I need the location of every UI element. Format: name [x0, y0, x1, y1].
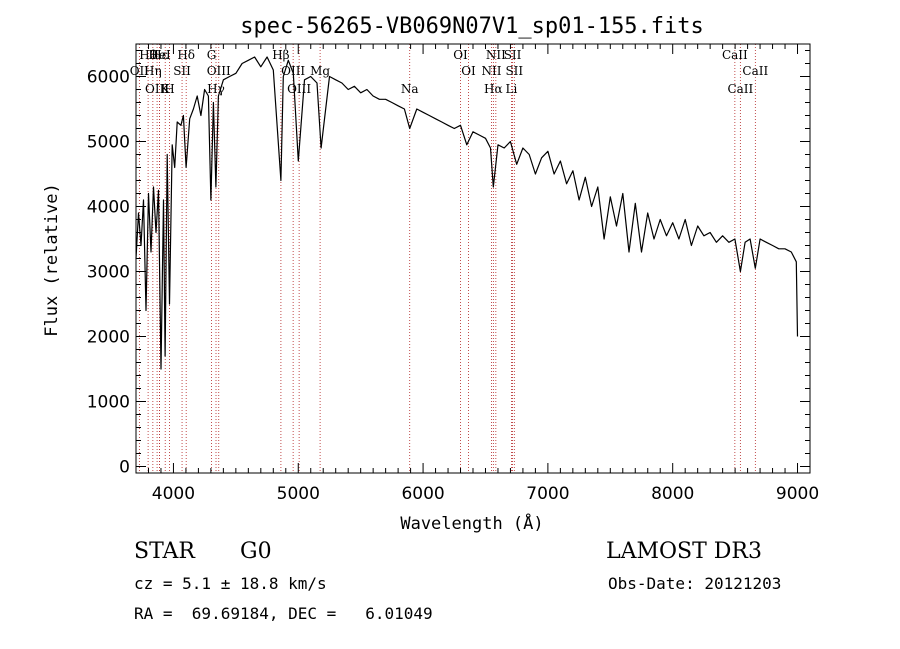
line-label: K — [161, 82, 171, 96]
line-label: CaII — [722, 48, 748, 62]
plot-frame — [135, 43, 811, 474]
line-label: OI — [453, 48, 468, 62]
line-label: H — [164, 82, 174, 96]
line-label: CaII — [742, 64, 768, 78]
y-tick-label: 6000 — [87, 68, 130, 88]
x-tick-label: 4000 — [152, 484, 195, 504]
y-axis-label: Flux (relative) — [42, 183, 62, 337]
line-label: OII — [130, 64, 150, 78]
line-label: Mg — [310, 64, 330, 78]
spectrum-series — [135, 56, 799, 370]
y-axis: 0 1000 2000 3000 4000 5000 6000 — [87, 50, 810, 478]
line-markers — [138, 44, 756, 473]
line-label: HeI — [148, 48, 171, 62]
line-label: NII — [481, 64, 501, 78]
x-axis-label: Wavelength (Å) — [400, 512, 543, 534]
x-tick-label: 9000 — [776, 484, 819, 504]
x-axis: 4000 5000 6000 7000 8000 9000 — [147, 44, 819, 504]
survey-name: LAMOST DR3 — [606, 539, 762, 564]
y-tick-label: 1000 — [87, 393, 130, 413]
line-label: SII — [173, 64, 191, 78]
line-label: CaII — [727, 82, 753, 96]
redshift-value: cz = 5.1 ± 18.8 km/s — [134, 574, 327, 593]
line-label: OIII — [281, 64, 305, 78]
y-tick-label: 5000 — [87, 133, 130, 153]
line-label: Hα — [484, 82, 503, 96]
line-label: Hγ — [207, 82, 225, 96]
x-tick-label: 8000 — [651, 484, 694, 504]
line-label: Hδ — [177, 48, 195, 62]
y-tick-label: 3000 — [87, 263, 130, 283]
line-label: Hε — [151, 48, 168, 62]
line-label: NII — [486, 48, 506, 62]
line-label: OIII — [287, 82, 311, 96]
line-label: Hη — [144, 64, 162, 78]
line-labels: HθOIIOIIIHεHηKHeISIIHHδOIIIHγGOIIIOIIIHβ… — [130, 48, 769, 96]
obs-date: Obs-Date: 20121203 — [608, 574, 782, 593]
y-tick-label: 0 — [119, 458, 130, 478]
x-tick-label: 5000 — [277, 484, 320, 504]
line-label: OI — [461, 64, 476, 78]
line-label: OIII — [207, 64, 231, 78]
object-subclass: G0 — [240, 539, 272, 564]
line-label: G — [207, 48, 217, 62]
object-class: STAR — [134, 539, 195, 564]
line-label: Li — [506, 82, 518, 96]
line-label: Hβ — [272, 48, 289, 62]
y-tick-label: 2000 — [87, 328, 130, 348]
line-label: Hθ — [139, 48, 157, 62]
chart-title: spec-56265-VB069N07V1_sp01-155.fits — [240, 14, 704, 39]
line-label: SII — [505, 64, 523, 78]
x-tick-label: 6000 — [401, 484, 444, 504]
line-label: SII — [504, 48, 522, 62]
line-label: Na — [401, 82, 419, 96]
line-label: OIII — [145, 82, 169, 96]
x-tick-label: 7000 — [526, 484, 569, 504]
coordinates: RA = 69.69184, DEC = 6.01049 — [134, 604, 433, 623]
spectrum-line — [135, 56, 799, 370]
y-tick-label: 4000 — [87, 198, 130, 218]
